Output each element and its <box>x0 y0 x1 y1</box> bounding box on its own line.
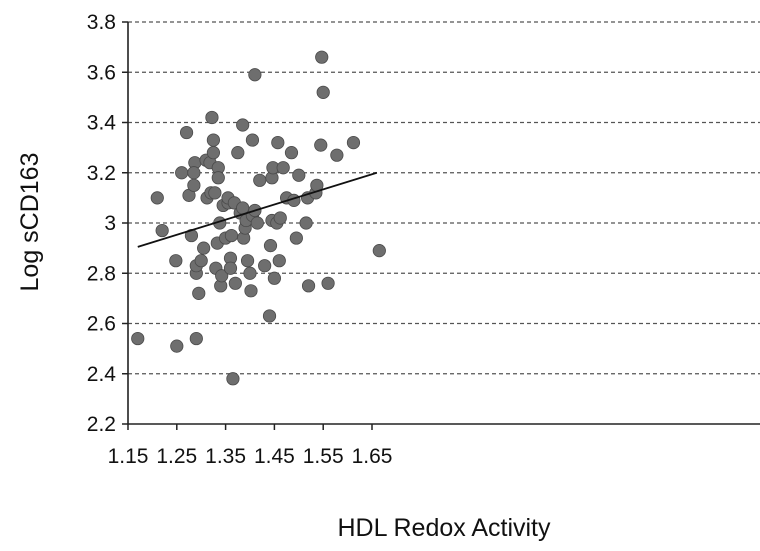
data-point <box>292 168 306 182</box>
data-point <box>244 284 258 298</box>
y-tick-label: 3.8 <box>87 11 116 34</box>
data-point <box>236 118 250 132</box>
data-point <box>372 244 386 258</box>
x-tick-label: 1.55 <box>303 445 344 468</box>
data-point <box>194 254 208 268</box>
data-point <box>271 136 285 150</box>
data-point <box>314 138 328 152</box>
data-point <box>224 228 239 243</box>
data-point <box>243 266 257 280</box>
data-point <box>179 125 194 140</box>
data-point <box>284 146 299 160</box>
data-point <box>346 136 361 150</box>
y-tick-label: 2.8 <box>87 262 116 285</box>
data-point <box>187 166 201 180</box>
data-point <box>226 372 240 386</box>
data-point <box>330 148 344 162</box>
x-tick-label: 1.25 <box>156 445 197 468</box>
y-tick-label: 3.4 <box>87 112 117 135</box>
y-tick-label: 2.4 <box>87 363 117 386</box>
data-point <box>315 50 329 64</box>
data-point <box>273 211 287 225</box>
data-point <box>276 161 290 175</box>
data-point <box>170 339 184 353</box>
data-point <box>272 254 286 268</box>
data-point <box>208 186 222 200</box>
x-tick-label: 1.65 <box>352 445 393 468</box>
data-point <box>263 239 278 253</box>
y-tick-label: 3.2 <box>87 162 116 185</box>
axes <box>122 21 760 430</box>
data-point <box>131 331 145 346</box>
y-axis-title: Log sCD163 <box>16 153 44 292</box>
x-tick-label: 1.35 <box>205 445 246 468</box>
data-points <box>131 50 386 386</box>
data-point <box>245 133 260 147</box>
data-point <box>299 216 313 230</box>
data-point <box>228 276 242 290</box>
data-point <box>206 146 220 160</box>
data-point <box>321 276 335 290</box>
data-point <box>197 241 211 255</box>
trendline-layer <box>137 171 378 248</box>
x-tick-label: 1.45 <box>254 445 295 468</box>
data-point <box>189 331 203 346</box>
data-point <box>205 110 219 125</box>
y-tick-label: 2.2 <box>87 413 116 436</box>
tick-labels: 2.2 2.4 2.6 2.8 3 3.2 3.4 3.6 3.8 1.15 1.25 1.35 1.4… <box>87 11 393 468</box>
data-point <box>267 271 281 285</box>
data-point <box>231 146 245 160</box>
data-point <box>215 269 229 283</box>
data-point <box>301 279 316 293</box>
data-point <box>248 68 262 82</box>
data-point <box>192 286 206 300</box>
data-point <box>223 261 238 275</box>
data-point <box>262 309 277 323</box>
data-point <box>258 259 272 273</box>
data-point <box>253 173 267 187</box>
data-point <box>316 85 330 99</box>
data-point <box>240 254 255 268</box>
data-point <box>206 133 220 147</box>
data-point <box>250 216 264 230</box>
data-point <box>175 166 189 180</box>
data-point <box>150 191 164 205</box>
trendline <box>137 171 378 248</box>
x-axis-title: HDL Redox Activity <box>337 514 551 542</box>
data-point <box>155 223 169 238</box>
data-point <box>289 231 303 245</box>
y-tick-label: 3.6 <box>87 61 116 84</box>
x-tick-label: 1.15 <box>108 445 149 468</box>
y-tick-label: 3 <box>104 212 116 235</box>
data-point <box>169 254 183 268</box>
data-point <box>211 171 225 185</box>
y-tick-label: 2.6 <box>87 313 116 336</box>
data-point <box>187 178 201 192</box>
